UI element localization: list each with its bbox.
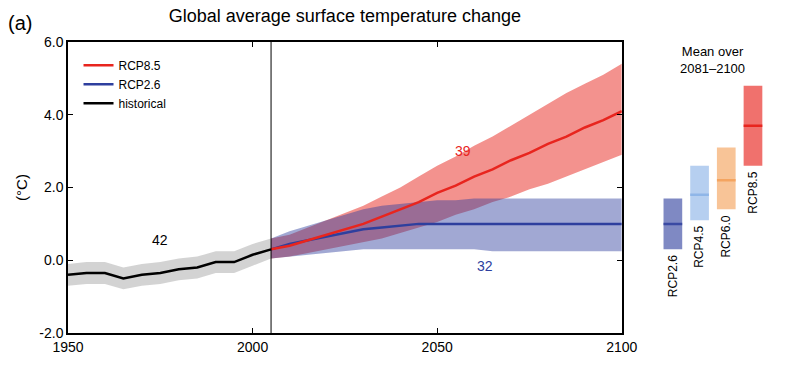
svg-text:4.0: 4.0	[44, 107, 64, 123]
svg-text:39: 39	[455, 143, 471, 159]
svg-text:2.0: 2.0	[44, 179, 64, 195]
svg-text:-2.0: -2.0	[39, 325, 63, 341]
svg-text:(a): (a)	[8, 12, 32, 34]
svg-text:2000: 2000	[237, 339, 268, 355]
svg-text:RCP8.5: RCP8.5	[119, 59, 161, 73]
svg-text:42: 42	[152, 232, 168, 248]
svg-text:RCP2.6: RCP2.6	[119, 78, 161, 92]
svg-text:0.0: 0.0	[44, 252, 64, 268]
svg-text:RCP6.0: RCP6.0	[719, 215, 733, 257]
svg-text:2100: 2100	[606, 339, 637, 355]
svg-text:Global average surface tempera: Global average surface temperature chang…	[169, 6, 521, 26]
svg-text:RCP4.5: RCP4.5	[692, 225, 706, 267]
svg-text:Mean over2081–2100: Mean over2081–2100	[680, 44, 745, 76]
svg-text:(°C): (°C)	[13, 174, 30, 201]
svg-text:historical: historical	[119, 97, 166, 111]
svg-text:RCP8.5: RCP8.5	[746, 171, 760, 213]
svg-text:2050: 2050	[422, 339, 453, 355]
svg-text:1950: 1950	[52, 339, 83, 355]
svg-text:6.0: 6.0	[44, 34, 64, 50]
svg-text:RCP2.6: RCP2.6	[666, 255, 680, 297]
svg-text:32: 32	[477, 258, 493, 274]
